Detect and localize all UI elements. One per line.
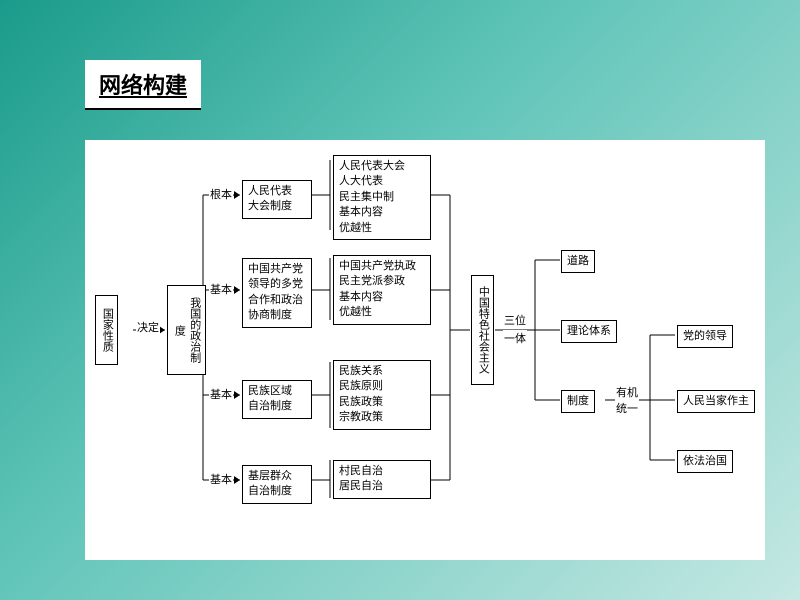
label-trinity-1: 三位 (503, 312, 527, 328)
node-grassroots-details: 村民自治 居民自治 (333, 460, 431, 499)
label-basic-1: 基本 (209, 281, 233, 297)
node-npc-details: 人民代表大会 人大代表 民主集中制 基本内容 优越性 (333, 155, 431, 240)
node-road: 道路 (561, 250, 595, 273)
node-party-leadership: 党的领导 (677, 325, 733, 348)
label-basic-3: 基本 (209, 471, 233, 487)
label-trinity-2: 一体 (503, 330, 527, 346)
label-basic-2: 基本 (209, 386, 233, 402)
title-box: 网络构建 (85, 60, 201, 110)
node-ethnic-details: 民族关系 民族原则 民族政策 宗教政策 (333, 360, 431, 430)
page-title: 网络构建 (99, 73, 187, 98)
node-grassroots-autonomy: 基层群众 自治制度 (242, 465, 312, 504)
node-ethnic-autonomy: 民族区域 自治制度 (242, 380, 312, 419)
node-political-system: 我国的政治制度 (167, 285, 206, 375)
label-organic-1: 有机 (615, 384, 639, 400)
diagram-canvas: 国家性质 决定 我国的政治制度 根本 基本 基本 基本 人民代表 大会制度 中国… (85, 140, 765, 560)
node-people-master: 人民当家作主 (677, 390, 755, 413)
node-npc-system: 人民代表 大会制度 (242, 180, 312, 219)
node-state-nature: 国家性质 (95, 295, 118, 365)
node-multiparty-system: 中国共产党 领导的多党 合作和政治 协商制度 (242, 258, 312, 328)
node-multiparty-details: 中国共产党执政 民主党派参政 基本内容 优越性 (333, 255, 431, 325)
node-socialism-chinese: 中国特色社会主义 (471, 275, 494, 385)
node-institution: 制度 (561, 390, 595, 413)
label-organic-2: 统一 (615, 400, 639, 416)
label-decide: 决定 (136, 319, 160, 335)
label-root: 根本 (209, 186, 233, 202)
node-theory-system: 理论体系 (561, 320, 617, 343)
node-rule-of-law: 依法治国 (677, 450, 733, 473)
